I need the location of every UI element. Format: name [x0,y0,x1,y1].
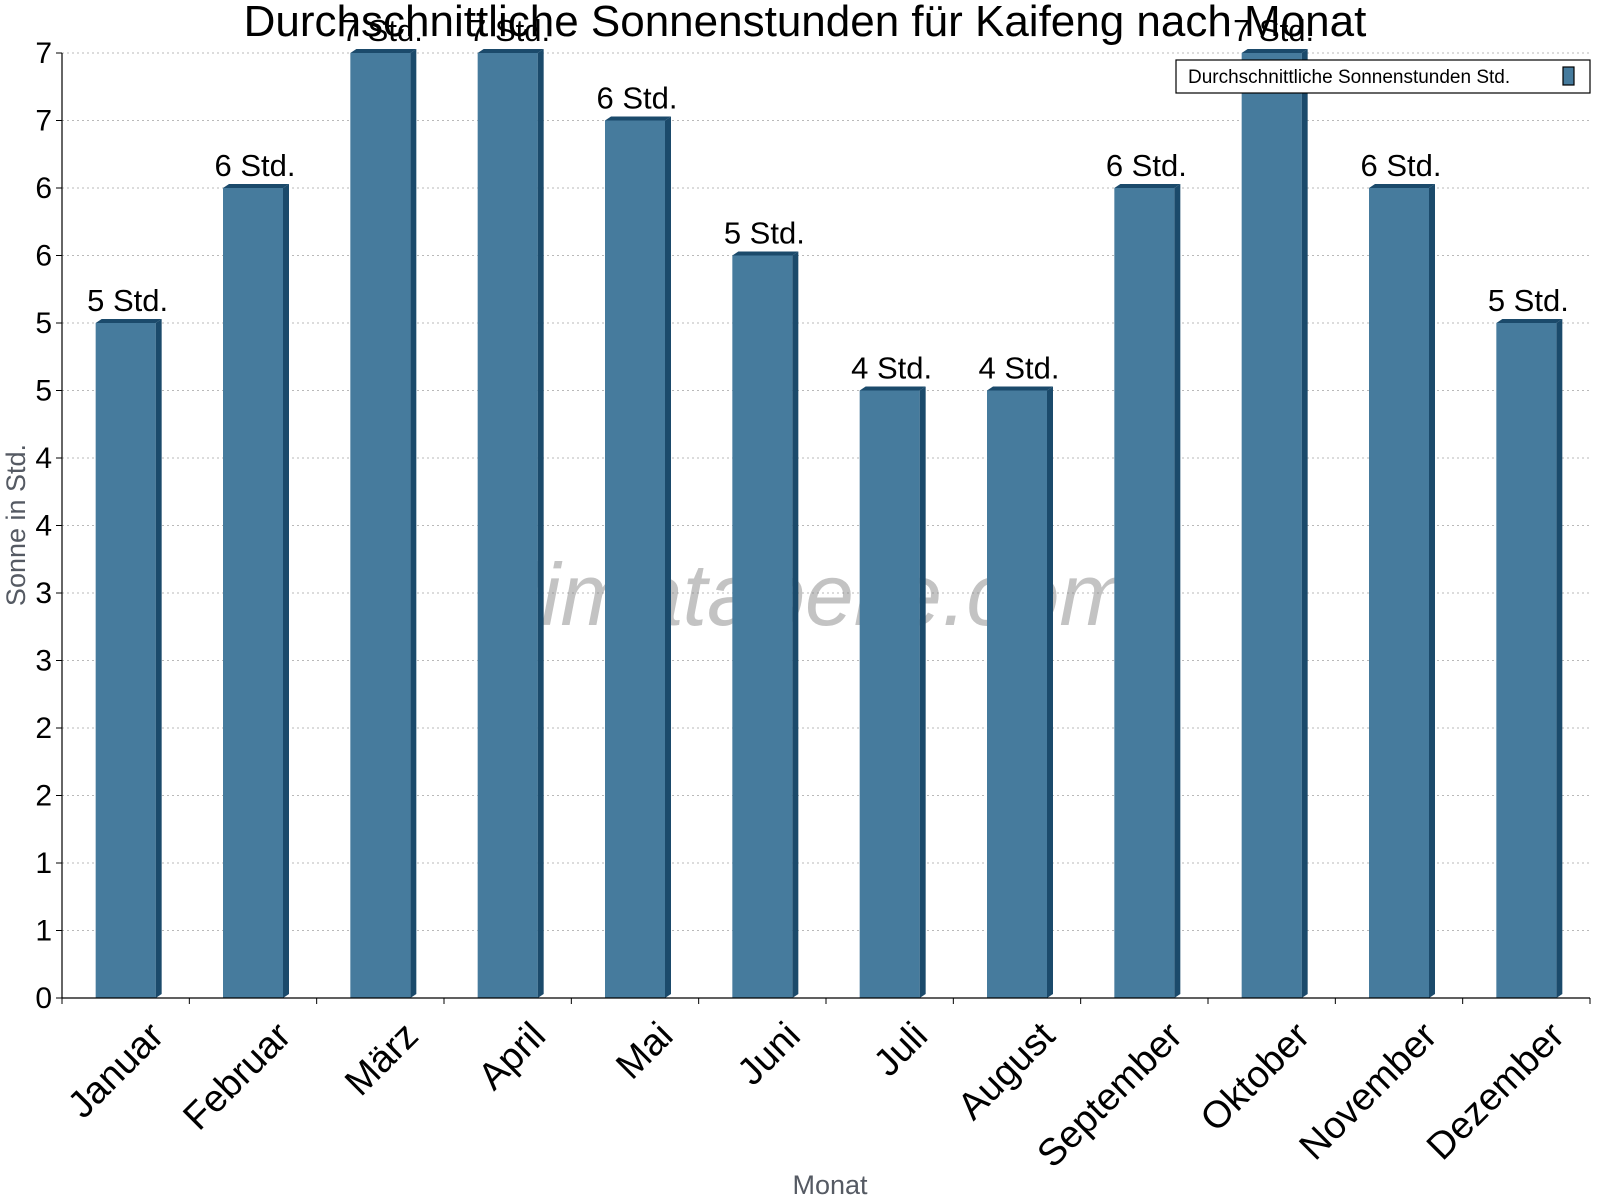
legend-swatch [1562,66,1575,86]
bar-side [155,319,162,998]
legend: Durchschnittliche Sonnenstunden Std. [1175,59,1591,94]
y-tick-label: 2 [35,780,52,813]
x-tick-label: August [950,1014,1064,1128]
bar-top [1114,184,1181,188]
legend-label: Durchschnittliche Sonnenstunden Std. [1188,67,1510,88]
bars [95,49,1563,998]
data-label: 5 Std. [87,283,168,318]
bar-top [223,184,289,188]
y-tick-label: 0 [35,982,52,1015]
x-tick-label: März [337,1015,426,1104]
axes [56,52,1591,1004]
bar [987,390,1047,998]
x-tick-label: Oktober [1193,1014,1319,1140]
x-tick-label: Februar [176,1014,300,1138]
data-label: 7 Std. [342,13,423,48]
bar-top [477,49,544,53]
bar [95,323,156,998]
bar-top [987,386,1053,391]
bar-side [283,184,289,998]
x-tick-label: November [1292,1014,1446,1168]
y-axis-title: Sonne in Std. [1,444,31,606]
data-label: 7 Std. [1233,13,1314,48]
bar-side [665,116,671,998]
data-label: 4 Std. [979,351,1060,386]
y-tick-label: 5 [35,375,52,408]
data-labels: 5 Std. 6 Std. 7 Std. 7 Std. 6 Std. 5 Std. 4 St… [87,13,1569,386]
data-label: 4 Std. [851,351,932,386]
x-tick-labels: Januar Februar März April Mai Juni Juli AugustS… [60,1014,1573,1175]
bar-side [1556,319,1563,998]
x-tick-label: Dezember [1419,1014,1573,1168]
y-tick-label: 1 [35,915,52,948]
bar [223,188,283,998]
bar-side [792,251,799,998]
bar-side [1429,184,1435,998]
x-tick-label: April [471,1015,554,1098]
bar [350,53,411,998]
data-label: 5 Std. [1488,283,1569,318]
x-axis-title: Monat [792,1170,868,1200]
y-tick-label: 3 [35,645,52,678]
y-tick-label: 4 [35,510,52,543]
bar-top [95,319,162,323]
legend-box [1175,59,1591,94]
y-tick-label: 4 [35,442,52,475]
y-tick-label: 5 [35,307,52,340]
x-tick-label: Juni [730,1015,809,1094]
bar-top [605,116,671,121]
x-tick-label: Juli [866,1015,936,1085]
y-tick-label: 6 [35,240,52,273]
bar [732,255,793,998]
bar-top [732,251,799,256]
y-tick-label: 7 [35,37,52,70]
bar-top [1496,319,1563,323]
data-label: 7 Std. [469,13,550,48]
bar [605,120,665,998]
x-tick-label: Januar [60,1014,172,1126]
bar-top [1241,49,1308,53]
bar [1241,53,1302,998]
bar-side [919,386,926,998]
y-tick-label: 2 [35,712,52,745]
bar-top [1369,184,1435,188]
bar-side [537,49,544,998]
y-tick-labels: 0 1 1 2 2 3 3 4 4 5 5 6 6 7 7 [35,37,52,1015]
bar-top [859,386,926,391]
gridlines [62,52,1590,931]
y-tick-label: 7 [35,105,52,138]
bar-top [350,49,417,53]
data-label: 6 Std. [597,81,678,116]
bar [1496,323,1557,998]
data-label: 6 Std. [1361,148,1442,183]
data-label: 6 Std. [215,148,296,183]
data-label: 5 Std. [724,216,805,251]
bar [1369,188,1429,998]
bar-side [1047,386,1053,998]
bar [477,53,538,998]
data-label: 6 Std. [1106,148,1187,183]
bar [1114,188,1175,998]
bar [859,390,920,998]
y-tick-label: 6 [35,172,52,205]
y-tick-label: 3 [35,577,52,610]
bar-side [410,49,417,998]
bar-side [1174,184,1181,998]
chart-title: Durchschnittliche Sonnenstunden für Kaif… [244,0,1367,46]
y-tick-label: 1 [35,847,52,880]
bar-side [1301,49,1308,998]
x-tick-label: Mai [608,1015,681,1088]
